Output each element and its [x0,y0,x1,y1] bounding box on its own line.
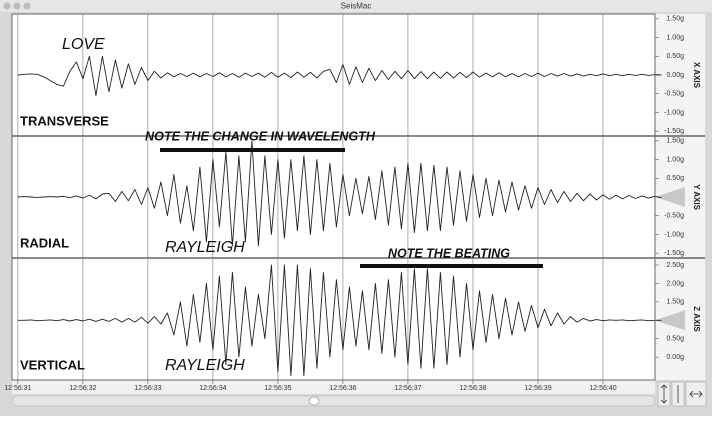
annotation: NOTE THE BEATING [388,245,510,260]
x-tick-label: 12:56:31 [4,385,31,392]
x-tick-label: 12:56:38 [459,385,486,392]
x-tick-label: 12:56:40 [589,385,616,392]
y-tick-label: 2.00g [666,280,684,287]
y-tick-label: 0.50g [666,175,684,182]
annotation: NOTE THE CHANGE IN WAVELENGTH [145,128,376,143]
y-tick-label: -0.50g [664,213,684,220]
x-tick-label: 12:56:33 [134,385,161,392]
close-button[interactable] [3,2,11,10]
x-tick-label: 12:56:37 [394,385,421,392]
waveform [17,264,662,377]
y-tick-label: 1.00g [666,34,684,41]
axis-name: Y AXIS [692,184,701,210]
y-tick-label: 0.00g [666,72,684,79]
title-bar [0,0,712,12]
time-strip [12,380,655,394]
y-tick-label: 0.50g [666,336,684,343]
annotation: RADIAL [20,235,69,250]
y-tick-label: -1.50g [664,250,684,257]
y-tick-label: -1.00g [664,109,684,116]
annotation: RAYLEIGH [165,239,245,256]
y-tick-label: 2.50g [666,262,684,269]
window-title: SeisMac [341,2,372,11]
x-tick-label: 12:56:39 [524,385,551,392]
minimize-button[interactable] [13,2,21,10]
offset-handle [655,187,685,207]
waveform [17,140,662,247]
annotation: RAYLEIGH [165,357,245,374]
axis-name: X AXIS [692,62,701,89]
y-tick-label: 1.50g [666,16,684,23]
annotation: TRANSVERSE [20,113,109,128]
y-tick-label: 1.50g [666,299,684,306]
y-tick-label: 0.50g [666,53,684,60]
plots: 1.50g 1.00g 0.50g 0.00g -0.50g -1.00g -1.50g X … [4,14,705,392]
y-tick-label: -0.50g [664,91,684,98]
offset-handle [655,310,685,331]
y-tick-label: 0.00g [666,354,684,361]
waveform [17,55,662,97]
x-tick-label: 12:56:34 [199,385,226,392]
y-tick-label: 1.00g [666,156,684,163]
annotation: LOVE [62,36,105,53]
plot-border [11,13,656,381]
x-tick-label: 12:56:36 [329,385,356,392]
x-tick-label: 12:56:32 [69,385,96,392]
zoom-button[interactable] [23,2,31,10]
axis-name: Z AXIS [692,306,701,332]
y-tick-label: -1.00g [664,231,684,238]
annotation: VERTICAL [20,357,85,372]
y-tick-label: 1.50g [666,138,684,145]
y-tick-label: -1.50g [664,128,684,135]
control-icons [660,384,703,404]
x-tick-label: 12:56:35 [264,385,291,392]
scroll-thumb[interactable] [308,396,320,406]
scrollbar[interactable] [11,395,656,407]
